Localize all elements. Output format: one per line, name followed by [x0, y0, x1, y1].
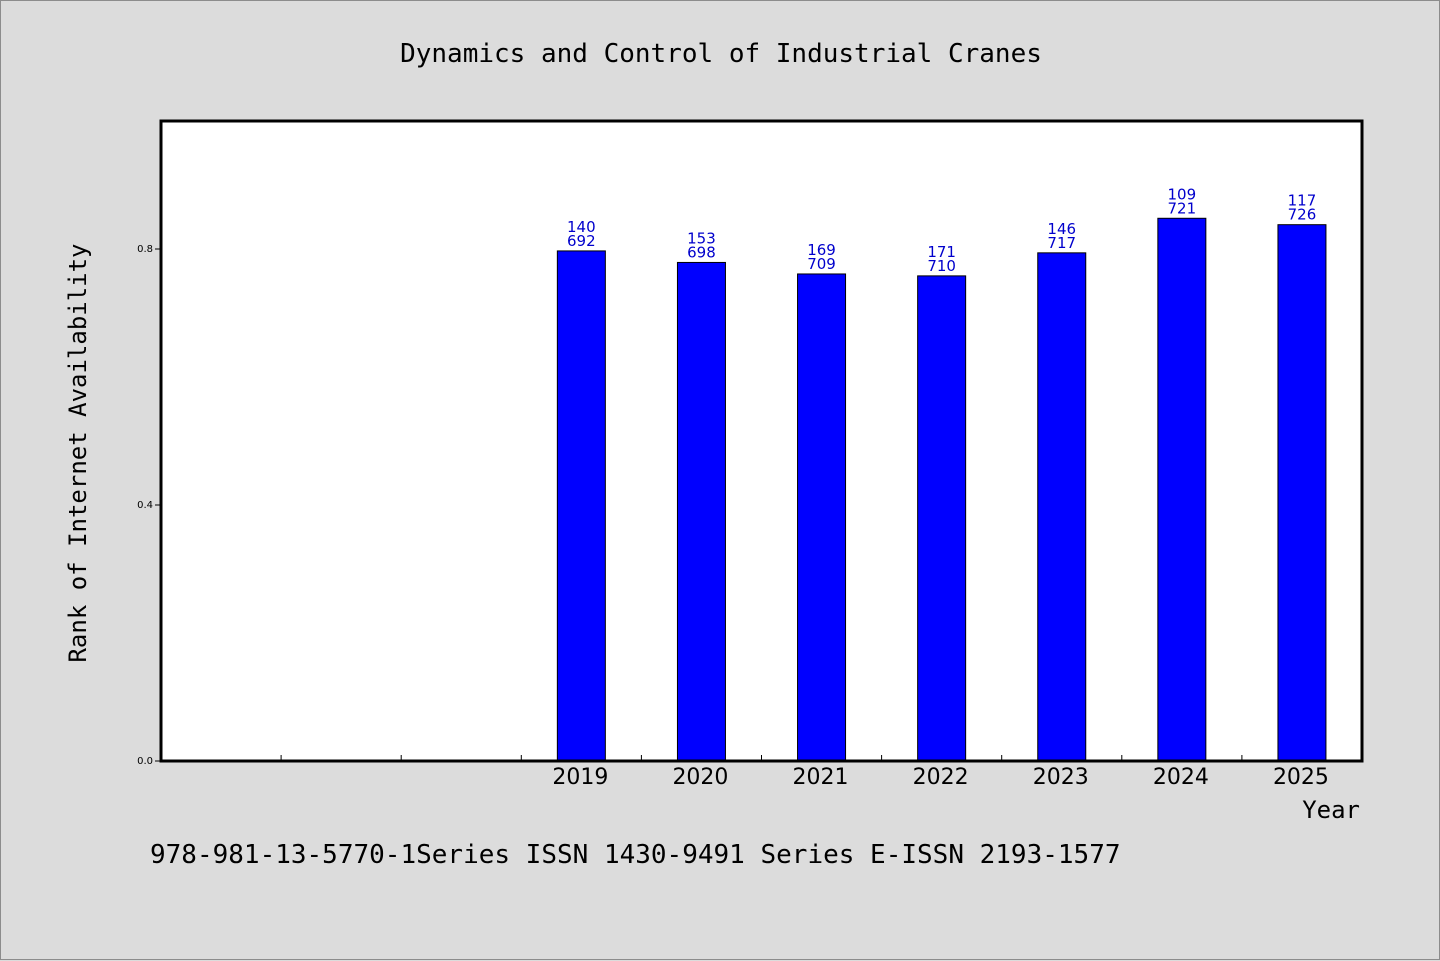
bar — [797, 273, 847, 762]
x-tick-label: 2020 — [672, 765, 728, 790]
bar-data-label: 710 — [927, 257, 956, 275]
x-axis-label: Year — [1302, 796, 1360, 824]
bar-series — [556, 217, 1327, 762]
bar-data-label: 140 — [567, 218, 596, 236]
footnote-isbn-issn: 978-981-13-5770-1Series ISSN 1430-9491 S… — [150, 840, 1121, 870]
bar-data-label: 726 — [1288, 206, 1317, 224]
bar-data-label: 153 — [687, 229, 716, 247]
bar-data-label: 721 — [1168, 199, 1197, 217]
y-tick-label: 0.8 — [137, 244, 153, 255]
y-axis-label: Rank of Internet Availability — [64, 243, 92, 662]
bar-data-label: 717 — [1047, 234, 1076, 252]
y-tick-label: 0.0 — [137, 756, 153, 767]
bar-data-label: 171 — [927, 243, 956, 261]
x-tick-label: 2023 — [1033, 765, 1089, 790]
x-tick-label: 2024 — [1153, 765, 1209, 790]
x-tick-label: 2019 — [552, 765, 608, 790]
bar-data-label: 698 — [687, 243, 716, 261]
bar — [676, 261, 726, 762]
bar — [1277, 224, 1327, 762]
bar-data-label: 169 — [807, 241, 836, 259]
bar — [1157, 217, 1207, 762]
x-axis-ticks: 2019 2020 2021 2022 2023 2024 2025 — [280, 755, 1329, 790]
bar — [1037, 252, 1087, 762]
bar-data-label: 109 — [1168, 185, 1197, 203]
bar — [917, 275, 967, 762]
plot-border — [159, 119, 1364, 763]
bar-data-label: 709 — [807, 255, 836, 273]
x-tick-label: 2022 — [913, 765, 969, 790]
y-axis-ticks: 0.0 0.4 0.8 — [137, 244, 161, 767]
bar — [556, 250, 606, 762]
x-tick-label: 2025 — [1273, 765, 1329, 790]
bar-data-label: 692 — [567, 232, 596, 250]
chart-title: Dynamics and Control of Industrial Crane… — [400, 39, 1042, 69]
x-tick-label: 2021 — [793, 765, 849, 790]
bar-data-label: 117 — [1288, 192, 1317, 210]
y-tick-label: 0.4 — [137, 500, 153, 511]
bar-data-label: 146 — [1047, 220, 1076, 238]
